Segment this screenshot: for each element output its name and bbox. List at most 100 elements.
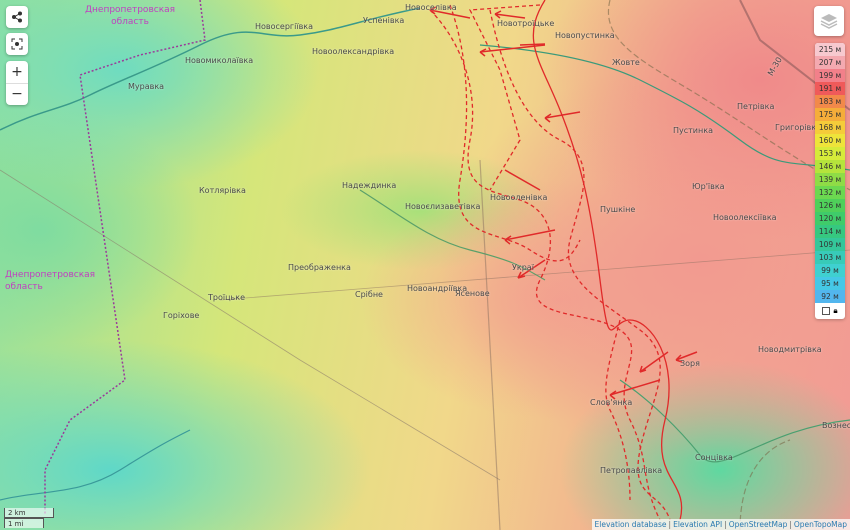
- river: [619, 379, 850, 463]
- locate-button[interactable]: [6, 33, 28, 55]
- river: [479, 44, 850, 171]
- place-label: Надеждинка: [342, 181, 397, 190]
- railway: [739, 439, 791, 530]
- legend-item: 103 м: [815, 251, 845, 264]
- arrow: [504, 169, 541, 191]
- road: [0, 169, 501, 481]
- attribution: Elevation database | Elevation API | OpenStr…: [591, 519, 850, 530]
- place-label: Преображенка: [288, 263, 351, 272]
- zoom-out-button[interactable]: −: [6, 83, 28, 105]
- region-name: Днепропетровская: [85, 5, 176, 15]
- place-label: Пушкіне: [600, 205, 636, 214]
- region-label: Днепропетровская область: [5, 269, 95, 293]
- place-label: Троїцьке: [208, 293, 245, 302]
- region-type: область: [111, 17, 149, 27]
- attribution-link[interactable]: OpenTopoMap: [793, 520, 847, 529]
- arrow: [479, 44, 546, 57]
- legend-item: 92 м: [815, 290, 845, 303]
- place-label: Украї: [512, 263, 534, 272]
- arrow: [494, 10, 526, 19]
- layers-button[interactable]: [814, 6, 844, 36]
- legend-item: 132 м: [815, 186, 845, 199]
- legend-item: 126 м: [815, 199, 845, 212]
- locate-icon: [11, 38, 23, 50]
- legend-footer: 🔒︎: [815, 303, 845, 319]
- legend-item: 109 м: [815, 238, 845, 251]
- road: [479, 159, 501, 530]
- attack-arrows: [429, 6, 698, 400]
- arrow: [504, 229, 556, 245]
- place-label: Новодмитрівка: [758, 345, 822, 354]
- legend-item: 191 м: [815, 82, 845, 95]
- river: [0, 429, 191, 501]
- lock-icon[interactable]: 🔒︎: [833, 306, 838, 315]
- arrow: [517, 259, 546, 279]
- railway: [607, 0, 850, 191]
- place-label: Новоєлизаветівка: [405, 202, 481, 211]
- region-name: Днепропетровская: [5, 270, 96, 280]
- legend-item: 139 м: [815, 173, 845, 186]
- zoom-controls: + −: [6, 61, 28, 105]
- scale-bar: 2 km 1 mi: [4, 508, 54, 528]
- place-label: Успенівка: [363, 16, 405, 25]
- arrow: [609, 379, 661, 400]
- legend-item: 114 м: [815, 225, 845, 238]
- place-label: Новосергіївка: [255, 22, 314, 31]
- legend-checkbox[interactable]: [822, 307, 831, 315]
- place-label: Срібне: [355, 290, 383, 299]
- arrow: [675, 351, 698, 363]
- region-label: Днепропетровская область: [85, 4, 175, 28]
- place-label: Новоолександрівка: [312, 47, 395, 56]
- arrow: [519, 43, 546, 46]
- legend-item: 120 м: [815, 212, 845, 225]
- river: [359, 189, 546, 281]
- place-label: Горіхове: [163, 311, 200, 320]
- layers-icon: [820, 14, 838, 29]
- place-label: Зоря: [680, 359, 700, 368]
- arrow: [429, 6, 471, 19]
- legend-item: 146 м: [815, 160, 845, 173]
- front-line-dashed: [449, 4, 581, 262]
- scale-mi: 1 mi: [4, 518, 44, 528]
- arrow: [639, 351, 669, 373]
- place-label: Ясенове: [455, 289, 490, 298]
- legend-item: 99 м: [815, 264, 845, 277]
- front-line-solid: [532, 0, 683, 521]
- place-label: Пустинка: [673, 126, 713, 135]
- attribution-link[interactable]: Elevation API: [673, 520, 723, 529]
- zoom-in-button[interactable]: +: [11, 64, 23, 80]
- share-button[interactable]: [6, 6, 28, 28]
- place-label: Слов'янка: [590, 398, 633, 407]
- road: [219, 249, 850, 301]
- legend-item: 183 м: [815, 95, 845, 108]
- share-icon: [12, 11, 22, 23]
- place-label: Новоандріївка: [407, 284, 468, 293]
- place-label: Петропавлівка: [600, 466, 663, 475]
- attribution-link[interactable]: OpenStreetMap: [728, 520, 788, 529]
- legend-item: 215 м: [815, 43, 845, 56]
- arrow: [544, 111, 581, 123]
- place-label: Жовте: [612, 58, 640, 67]
- legend-item: 168 м: [815, 121, 845, 134]
- place-label: Муравка: [128, 82, 165, 91]
- legend-item: 207 м: [815, 56, 845, 69]
- scale-km: 2 km: [4, 508, 54, 518]
- front-line-dashed: [429, 9, 661, 521]
- attribution-link[interactable]: Elevation database: [594, 520, 667, 529]
- legend-item: 199 м: [815, 69, 845, 82]
- place-label: Новомиколаївка: [185, 56, 254, 65]
- place-label: Новоселівка: [405, 3, 457, 12]
- place-label: Вознесе: [822, 421, 850, 430]
- place-label: Новоолексіївка: [713, 213, 777, 222]
- legend-item: 95 м: [815, 277, 845, 290]
- place-label: Новооленівка: [490, 193, 548, 202]
- river: [0, 7, 421, 131]
- legend-item: 153 м: [815, 147, 845, 160]
- region-type: область: [5, 282, 43, 292]
- front-line-dashed: [489, 9, 671, 521]
- place-label: Сонцівка: [695, 453, 733, 462]
- place-label: Петрівка: [737, 102, 775, 111]
- place-label: Котлярівка: [199, 186, 246, 195]
